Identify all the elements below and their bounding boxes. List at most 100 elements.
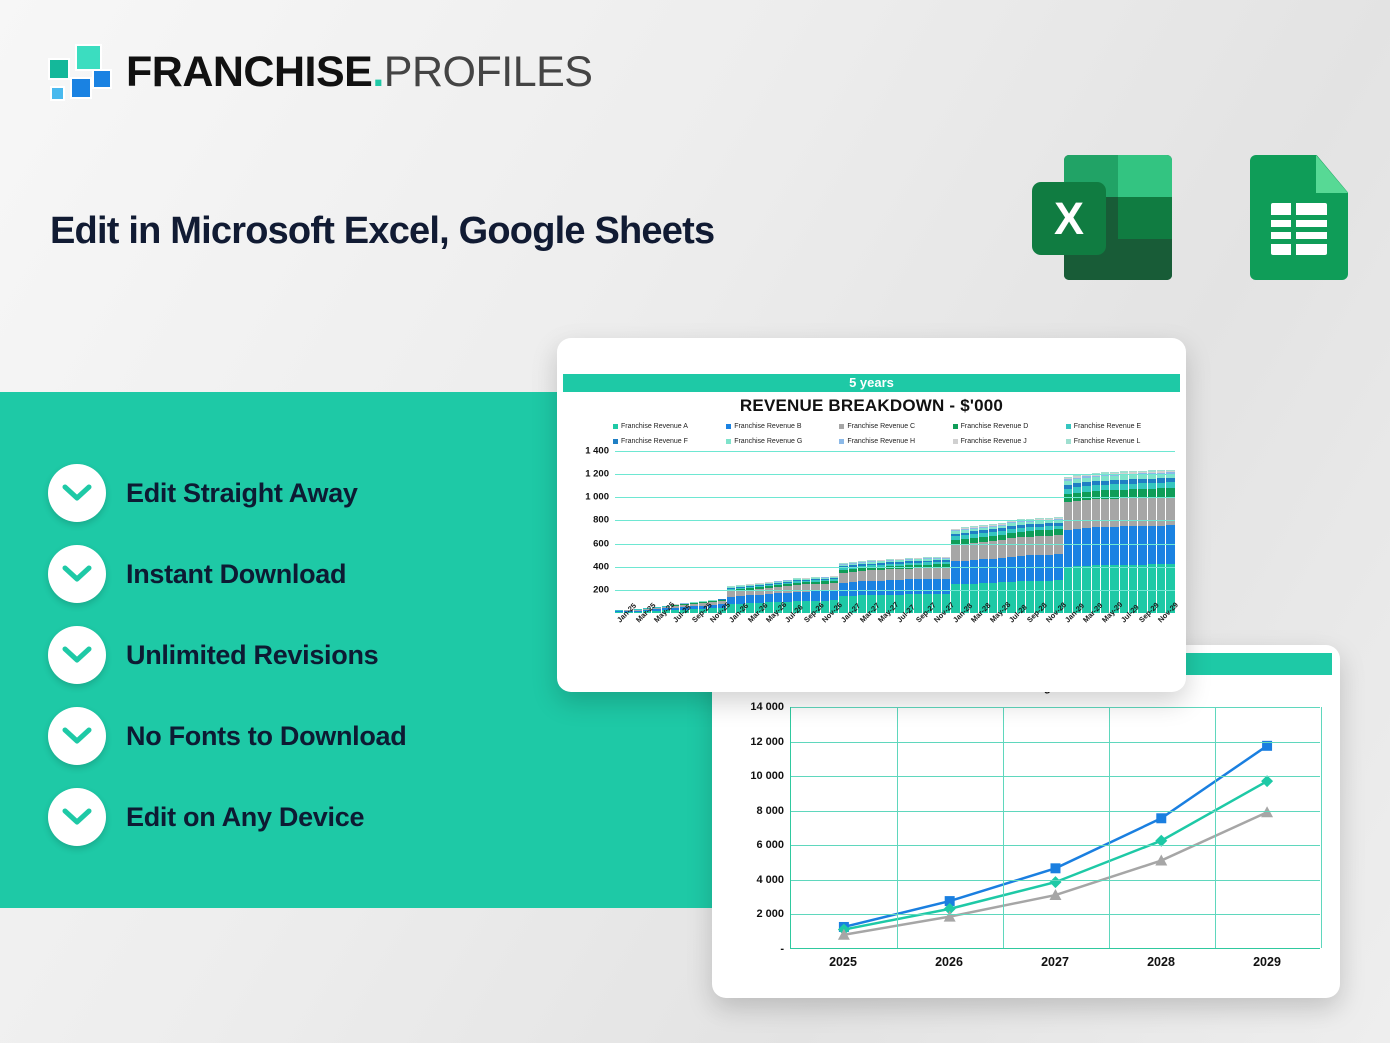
- bar-segment: [914, 579, 922, 594]
- x-tick: May-26: [764, 616, 773, 676]
- bar-column: [1148, 470, 1156, 613]
- legend-item: Franchise Revenue E: [1066, 419, 1179, 434]
- bar-segment: [1017, 537, 1025, 556]
- bar-segment: [1110, 527, 1118, 565]
- bar-segment: [839, 573, 847, 583]
- bar-segment: [1035, 536, 1043, 555]
- legend-item: Franchise Revenue H: [839, 434, 952, 449]
- feature-item[interactable]: Edit on Any Device: [48, 788, 406, 846]
- x-tick: Sep-25: [690, 616, 699, 676]
- bar-segment: [1157, 526, 1165, 565]
- gridline: [791, 811, 1320, 812]
- x-tick: Jan-25: [615, 616, 624, 676]
- brand-wordmark: FRANCHISE.PROFILES: [126, 51, 592, 94]
- feature-item[interactable]: Edit Straight Away: [48, 464, 406, 522]
- feature-list: Edit Straight Away Instant Download Unli…: [48, 464, 406, 846]
- y-tick-label: -: [780, 943, 784, 955]
- x-tick: [1053, 616, 1062, 676]
- x-tick-label: 2027: [1002, 955, 1108, 969]
- y-tick-label: 2 000: [756, 908, 784, 920]
- bar-segment: [1129, 498, 1137, 526]
- legend-label: Franchise Revenue G: [734, 438, 802, 445]
- legend-item: Franchise Revenue B: [726, 419, 839, 434]
- gridline: [791, 914, 1320, 915]
- feature-item[interactable]: Instant Download: [48, 545, 406, 603]
- x-tick: [830, 616, 839, 676]
- feature-item[interactable]: Unlimited Revisions: [48, 626, 406, 684]
- chevron-down-icon: [48, 626, 106, 684]
- legend-swatch: [1066, 424, 1071, 429]
- bar-segment: [905, 579, 913, 594]
- bar-segment: [1073, 501, 1081, 529]
- bar-column: [1035, 518, 1043, 613]
- bar-column: [1157, 470, 1165, 613]
- legend-item: Franchise Revenue G: [726, 434, 839, 449]
- bar-segment: [1101, 499, 1109, 527]
- bar-segment: [1157, 488, 1165, 497]
- feature-item[interactable]: No Fonts to Download: [48, 707, 406, 765]
- bar-segment: [1045, 536, 1053, 555]
- x-tick: [1091, 616, 1100, 676]
- brand-name-light: PROFILES: [384, 48, 593, 96]
- bar-segment: [867, 570, 875, 581]
- revenue-breakdown-card: 5 years REVENUE BREAKDOWN - $'000 Franch…: [557, 338, 1186, 692]
- bar-segment: [1073, 529, 1081, 566]
- y-tick-label: 12 000: [750, 736, 784, 748]
- x-tick: [1072, 616, 1081, 676]
- bar-segment: [1166, 488, 1174, 497]
- bar-segment: [1138, 498, 1146, 527]
- bar-segment: [1082, 528, 1090, 566]
- x-tick: Jul-26: [783, 616, 792, 676]
- bar-segment: [1148, 489, 1156, 498]
- bar-column: [1166, 470, 1174, 613]
- bar-segment: [989, 559, 997, 583]
- gridline: [615, 544, 1175, 545]
- y-tick-label: 600: [593, 538, 609, 549]
- bar-segment: [1138, 526, 1146, 564]
- x-tick: [979, 616, 988, 676]
- bar-column: [1138, 471, 1146, 613]
- gridline: [1321, 707, 1322, 948]
- legend-label: Franchise Revenue C: [847, 423, 915, 430]
- x-tick: Mar-25: [634, 616, 643, 676]
- bar-segment: [1064, 502, 1072, 529]
- x-tick: [643, 616, 652, 676]
- x-tick: [1165, 616, 1174, 676]
- x-tick: [960, 616, 969, 676]
- bar-segment: [867, 581, 875, 595]
- y-tick-label: 4 000: [756, 874, 784, 886]
- legend-swatch: [953, 424, 958, 429]
- x-tick: Nov-29: [1156, 616, 1165, 676]
- bar-segment: [942, 567, 950, 578]
- y-tick-label: 1 400: [585, 446, 609, 457]
- legend-swatch: [839, 439, 844, 444]
- x-tick: Jul-25: [671, 616, 680, 676]
- bar-segment: [1129, 526, 1137, 564]
- bar-segment: [895, 569, 903, 580]
- x-tick: [811, 616, 820, 676]
- legend-item: Franchise Revenue L: [1066, 434, 1179, 449]
- x-tick: Nov-26: [820, 616, 829, 676]
- page-title: Edit in Microsoft Excel, Google Sheets: [50, 210, 714, 253]
- feature-label: Instant Download: [126, 559, 346, 590]
- x-tick: Jan-28: [951, 616, 960, 676]
- bar-segment: [933, 568, 941, 579]
- bar-segment: [811, 591, 819, 601]
- gridline: [615, 567, 1175, 568]
- bar-segment: [858, 581, 866, 595]
- bar-segment: [1007, 557, 1015, 582]
- bar-segment: [849, 582, 857, 596]
- x-tick: Jan-27: [839, 616, 848, 676]
- x-tick: Sep-29: [1137, 616, 1146, 676]
- gridline: [791, 880, 1320, 881]
- data-point-marker: [1050, 863, 1060, 873]
- legend-label: Franchise Revenue E: [1074, 423, 1141, 430]
- line-series: [844, 781, 1267, 929]
- x-tick: Jan-26: [727, 616, 736, 676]
- legend-item: Franchise Revenue A: [613, 419, 726, 434]
- app-icons-group: X: [1032, 155, 1348, 280]
- feature-label: Edit Straight Away: [126, 478, 358, 509]
- y-tick-label: 1 000: [585, 492, 609, 503]
- legend-label: Franchise Revenue L: [1074, 438, 1141, 445]
- brand-logo[interactable]: FRANCHISE.PROFILES: [48, 44, 592, 100]
